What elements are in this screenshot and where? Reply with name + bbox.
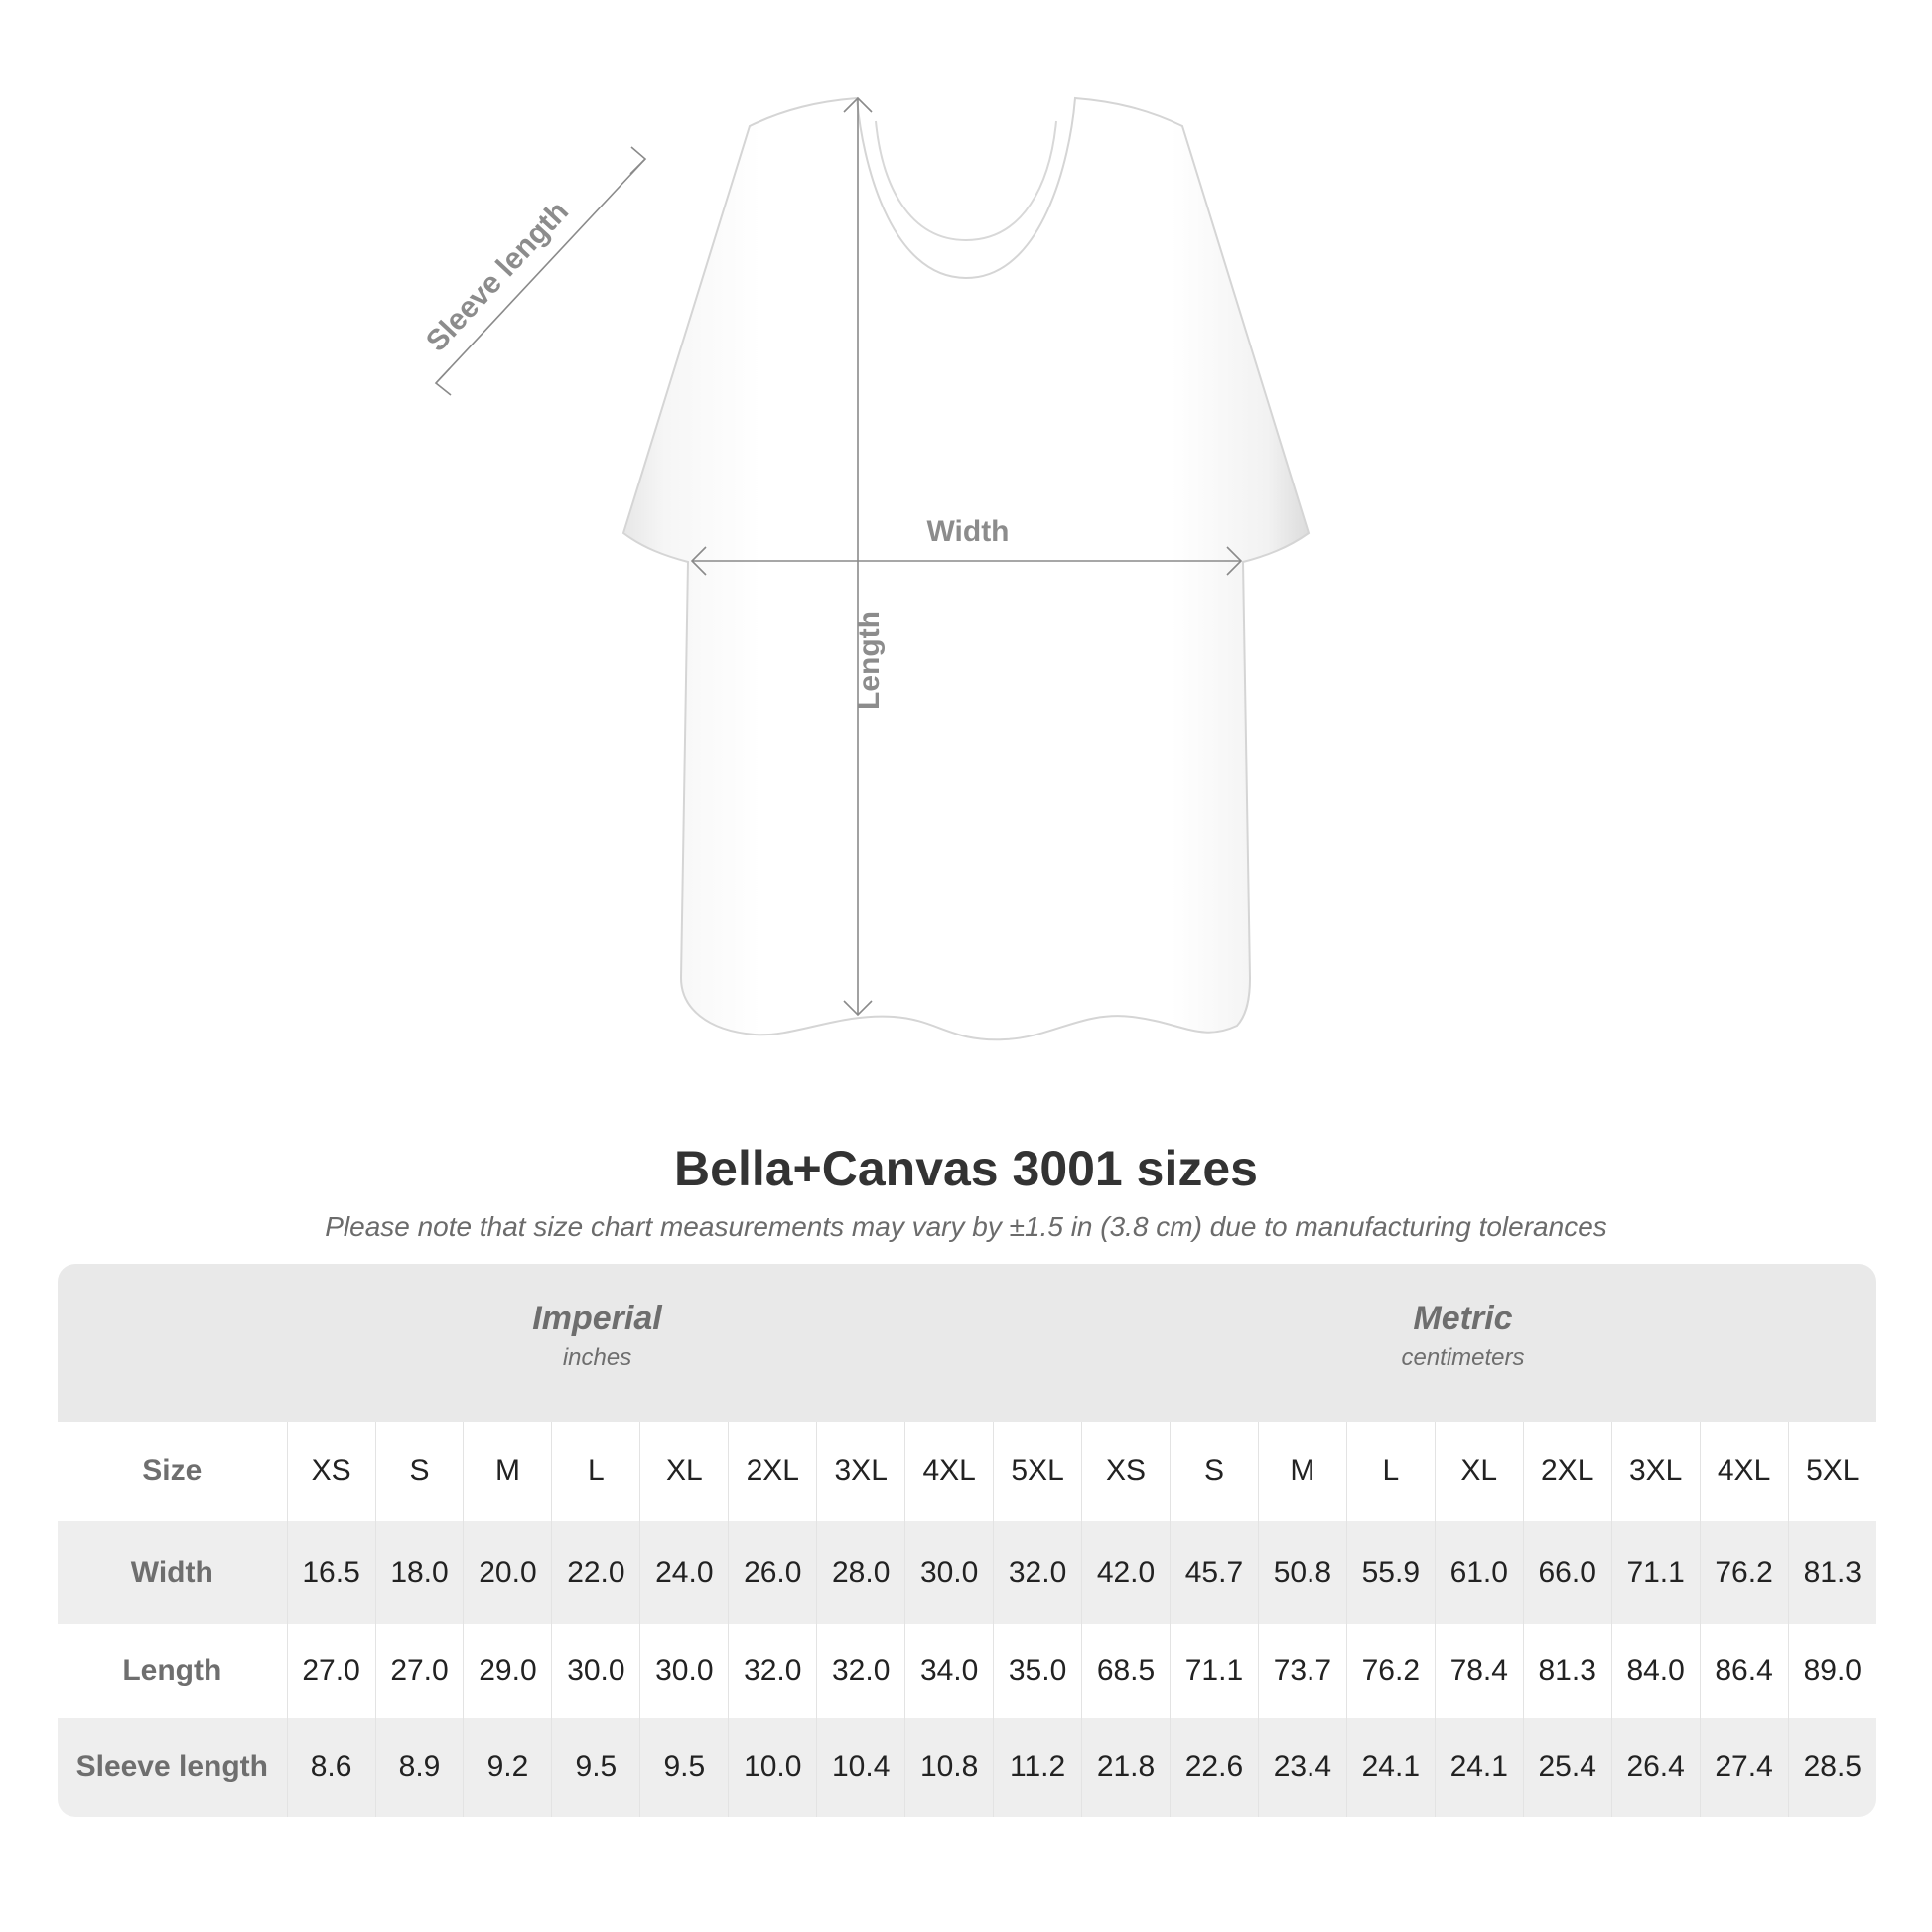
svg-text:Sleeve length: Sleeve length [420, 196, 575, 358]
svg-text:Length: Length [853, 611, 886, 710]
svg-text:Width: Width [926, 515, 1009, 548]
